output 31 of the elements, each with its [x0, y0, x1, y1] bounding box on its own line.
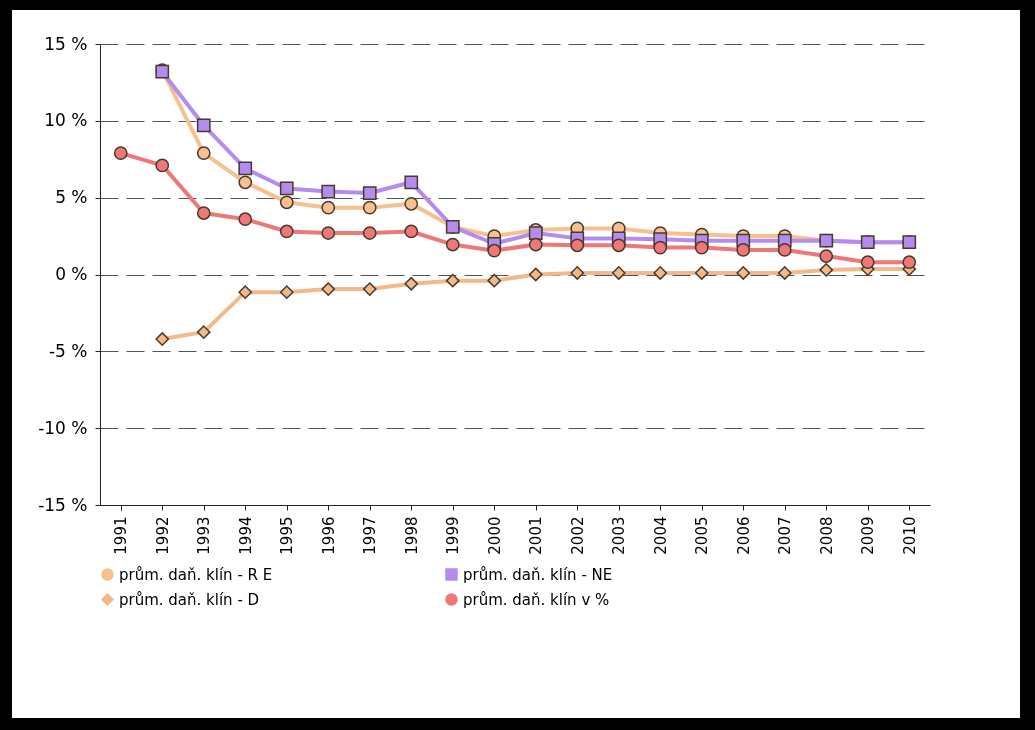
x-tick-label: 1991	[112, 516, 131, 555]
legend-label: prům. daň. klín - R E	[119, 565, 273, 584]
x-tick-label: 2002	[568, 516, 587, 555]
x-tick-label: 1999	[444, 516, 463, 555]
legend-label: prům. daň. klín - D	[119, 590, 260, 609]
x-tick-label: 2004	[651, 516, 670, 555]
x-tick-label: 1995	[278, 516, 297, 555]
x-tick-label: 1992	[153, 516, 172, 555]
legend-label: prům. daň. klín - NE	[463, 565, 613, 584]
x-tick-label: 1996	[319, 516, 338, 555]
x-tick-label: 2003	[610, 516, 629, 555]
x-tick-label: 2000	[485, 516, 504, 555]
x-tick-label: 1997	[361, 516, 380, 555]
x-tick-label: 1994	[236, 516, 255, 555]
x-tick-label: 2009	[859, 516, 878, 555]
y-tick-label: 5 %	[55, 187, 88, 208]
x-tick-label: 2010	[900, 516, 919, 555]
y-tick-label: 15 %	[44, 33, 88, 54]
y-tick-label: -5 %	[48, 340, 88, 361]
x-tick-label: 2005	[693, 516, 712, 555]
x-tick-label: 2001	[527, 516, 546, 555]
legend-label: prům. daň. klín v %	[463, 590, 610, 609]
x-tick-label: 2006	[734, 516, 753, 555]
y-tick-label: -10 %	[38, 417, 88, 438]
x-tick-label: 2007	[776, 516, 795, 555]
x-tick-label: 2008	[817, 516, 836, 555]
x-tick-label: 1998	[402, 516, 421, 555]
y-tick-label: 0 %	[55, 264, 88, 284]
x-tick-label: 1993	[195, 516, 214, 555]
y-tick-label: 10 %	[44, 110, 88, 131]
y-tick-label: -15 %	[38, 494, 88, 515]
